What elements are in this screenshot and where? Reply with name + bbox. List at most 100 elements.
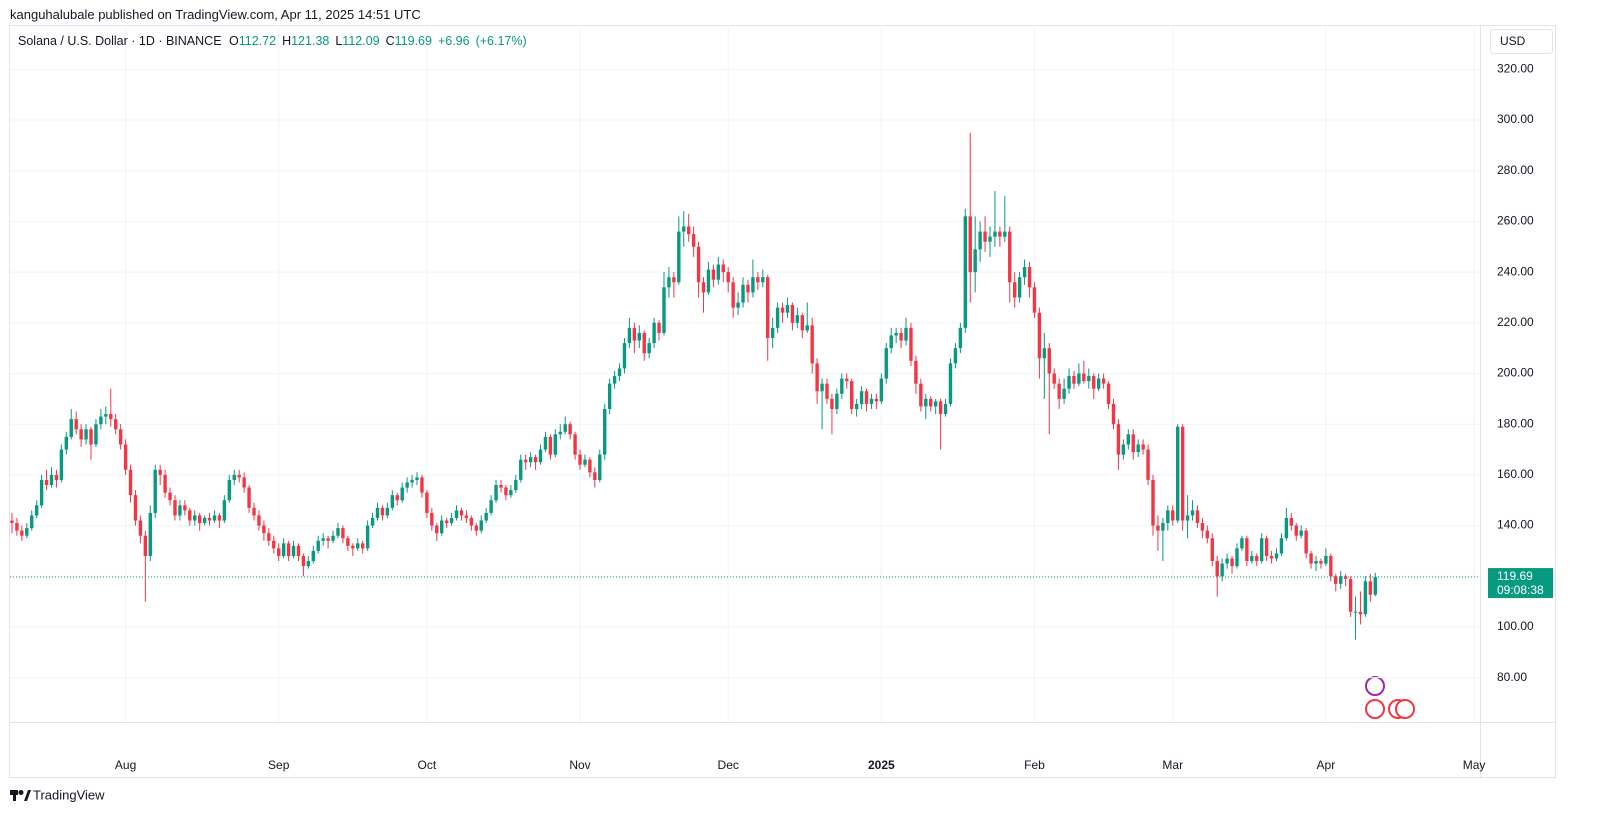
candle-body xyxy=(281,543,286,556)
y-tick-label: 220.00 xyxy=(1497,315,1534,329)
last-price-tag xyxy=(1488,568,1553,599)
x-tick-label: Sep xyxy=(268,758,290,772)
candle-body xyxy=(869,398,874,404)
candle-body xyxy=(1180,426,1185,521)
candle-body xyxy=(99,416,103,425)
candle-body xyxy=(1205,530,1210,539)
candle-body xyxy=(435,525,439,534)
candle-body xyxy=(958,327,963,349)
candle-body xyxy=(405,482,409,488)
candle-body xyxy=(1284,517,1289,539)
candle-body xyxy=(1353,611,1358,613)
candle-body xyxy=(1259,538,1264,562)
candle-body xyxy=(1324,555,1328,564)
candle-body xyxy=(286,543,291,556)
candle-body xyxy=(514,479,518,491)
candle-body xyxy=(1220,563,1224,577)
candle-body xyxy=(933,401,938,407)
candle-body xyxy=(118,429,123,445)
candle-body xyxy=(1250,555,1254,562)
y-tick-label: 100.00 xyxy=(1497,619,1534,633)
candle-body xyxy=(1200,523,1205,531)
candle-body xyxy=(1215,561,1219,577)
candle-body xyxy=(1279,538,1284,554)
candle-body xyxy=(301,555,306,567)
candle-body xyxy=(464,515,469,518)
candle-body xyxy=(538,449,543,463)
candle-body xyxy=(948,363,953,404)
candle-body xyxy=(1358,611,1363,615)
candle-body xyxy=(1062,388,1066,399)
candle-body xyxy=(642,332,646,354)
candle-body xyxy=(360,543,365,549)
candle-body xyxy=(257,515,261,526)
candle-body xyxy=(163,474,167,493)
event-icon xyxy=(1365,676,1385,696)
candle-body xyxy=(775,307,780,328)
brand-name: TradingView xyxy=(33,787,105,802)
candle-body xyxy=(909,327,913,361)
candle-body xyxy=(1052,373,1056,384)
candle-body xyxy=(202,517,207,524)
candle-body xyxy=(583,459,587,465)
currency-button[interactable] xyxy=(1490,29,1553,54)
legend-value: 119.69 xyxy=(394,34,432,48)
candle-body xyxy=(1146,449,1150,480)
candle-body xyxy=(667,277,671,288)
candle-body xyxy=(815,363,819,392)
candle-body xyxy=(1047,348,1051,374)
candle-body xyxy=(1067,376,1071,389)
candle-body xyxy=(578,454,582,465)
candle-body xyxy=(1111,403,1116,425)
candle-body xyxy=(652,322,656,344)
brand-logo xyxy=(10,790,31,801)
candle-body xyxy=(346,538,350,546)
x-tick-label: Oct xyxy=(418,758,437,772)
candle-body xyxy=(489,500,493,513)
candle-body xyxy=(657,322,661,333)
event-icon xyxy=(1395,699,1415,719)
candle-body xyxy=(919,383,923,407)
candle-body xyxy=(1082,373,1086,382)
candle-body xyxy=(766,277,770,339)
candle-body xyxy=(390,495,395,508)
last-price-label: 119.69 xyxy=(1497,569,1533,583)
candle-body xyxy=(89,429,93,445)
candle-body xyxy=(306,561,311,567)
candle-body xyxy=(929,398,933,407)
candle-body xyxy=(1027,267,1032,288)
countdown-label: 09:08:38 xyxy=(1497,583,1544,597)
candle-body xyxy=(632,327,637,341)
candle-body xyxy=(563,424,567,432)
candle-body xyxy=(193,515,197,521)
candle-body xyxy=(805,325,809,331)
candle-body xyxy=(894,332,898,336)
candle-body xyxy=(415,477,419,480)
candle-body xyxy=(662,287,666,333)
candle-body xyxy=(1032,287,1037,313)
candle-body xyxy=(761,277,765,283)
candle-body xyxy=(143,535,148,556)
candle-body xyxy=(795,315,800,323)
candle-body xyxy=(217,515,222,521)
candle-body xyxy=(770,327,775,339)
event-icon xyxy=(1365,699,1385,719)
candle-body xyxy=(533,457,538,463)
candle-body xyxy=(1210,538,1214,562)
candle-body xyxy=(1042,348,1047,359)
candle-body xyxy=(311,550,315,562)
candle-body xyxy=(232,474,236,480)
candle-body xyxy=(331,535,335,541)
legend-key: H xyxy=(282,34,292,48)
logo-part xyxy=(18,790,24,795)
candle-body xyxy=(993,231,997,237)
candle-body xyxy=(1072,376,1076,384)
candle-body xyxy=(953,348,958,364)
candle-body xyxy=(790,305,795,323)
x-tick-label: Feb xyxy=(1024,758,1045,772)
candle-body xyxy=(296,545,301,556)
candle-body xyxy=(800,315,804,331)
candle-body xyxy=(983,231,987,242)
candle-body xyxy=(988,236,992,242)
candle-body xyxy=(395,495,399,501)
